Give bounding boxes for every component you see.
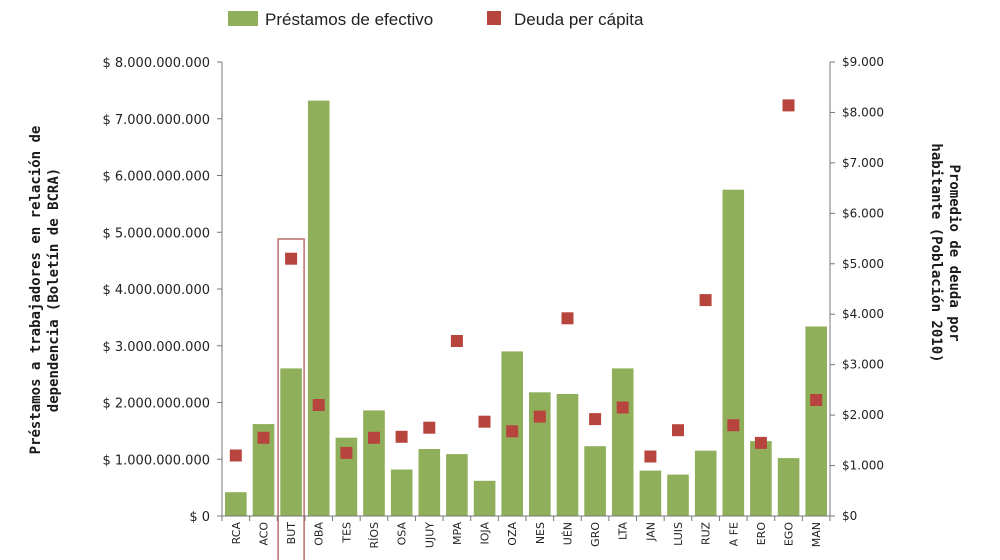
right-tick-label: $1.000 xyxy=(842,459,884,473)
category-label: BUT xyxy=(285,522,298,545)
right-tick-label: $9.000 xyxy=(842,55,884,69)
bar-osa xyxy=(390,469,413,516)
bar-man xyxy=(805,326,827,516)
marker-ujuy xyxy=(423,421,436,434)
marker-mpa xyxy=(450,335,463,347)
left-tick-label: $ 8.000.000.000 xyxy=(102,56,210,71)
legend: Préstamos de efectivo Deuda per cápita xyxy=(228,10,644,29)
right-tick-label: $3.000 xyxy=(842,358,884,372)
right-axis-title-line-1: Promedio de deuda por xyxy=(946,164,962,341)
category-label: UJUY xyxy=(423,522,436,548)
category-label: ERO xyxy=(755,522,768,546)
marker-luis xyxy=(672,424,684,437)
marker-osa xyxy=(395,430,408,443)
category-label: NES xyxy=(534,522,547,544)
bar-rca xyxy=(225,492,247,516)
marker-oba xyxy=(312,399,325,411)
category-label: RCA xyxy=(230,522,243,545)
bar-nes xyxy=(529,392,551,516)
left-tick-label: $ 5.000.000.000 xyxy=(102,226,210,241)
left-axis-title-line-2: dependencia (Boletín de BCRA) xyxy=(46,168,62,412)
marker-nes xyxy=(533,410,546,423)
bar-aco xyxy=(252,424,275,516)
left-tick-label: $ 0 xyxy=(189,510,210,525)
bar-ioja xyxy=(473,480,496,516)
right-tick-label: $2.000 xyxy=(842,408,884,422)
category-label: RUZ xyxy=(700,522,713,546)
bar-lta xyxy=(611,368,634,516)
marker-aco xyxy=(257,431,270,444)
left-axis-title-line-1: Préstamos a trabajadores en relación de xyxy=(28,126,44,455)
bar-gro xyxy=(584,446,606,516)
marker-but xyxy=(285,252,298,265)
right-tick-label: $8.000 xyxy=(842,105,884,119)
marker-lta xyxy=(616,401,629,414)
marker-man xyxy=(810,394,823,406)
category-label: OZA xyxy=(506,522,519,546)
marker-r-os xyxy=(368,431,380,444)
marker-oza xyxy=(506,425,519,438)
left-tick-label: $ 6.000.000.000 xyxy=(102,170,210,185)
marker-rca xyxy=(229,449,242,462)
category-label: RÍOS xyxy=(368,522,381,549)
left-tick-label: $ 1.000.000.000 xyxy=(102,453,210,468)
bar-a-fe xyxy=(722,189,745,516)
right-tick-label: $7.000 xyxy=(842,156,884,170)
bar-ujuy xyxy=(418,449,441,516)
marker-gro xyxy=(589,413,602,426)
bar-ero xyxy=(750,441,772,516)
marker-ero xyxy=(754,436,767,449)
right-axis-title: Promedio de deuda por habitante (Poblaci… xyxy=(928,143,962,362)
bar-luis xyxy=(667,474,689,516)
bar-jan xyxy=(639,470,662,516)
right-axis-title-line-2: habitante (Población 2010) xyxy=(928,143,944,362)
marker-ruz xyxy=(699,294,712,307)
bar-ruz xyxy=(694,450,717,516)
legend-swatch-prestamos xyxy=(228,11,258,26)
marker-u-n xyxy=(561,312,574,325)
bar-r-os xyxy=(363,410,385,516)
category-label: TES xyxy=(340,522,353,544)
right-tick-label: $4.000 xyxy=(842,307,884,321)
legend-label-deuda: Deuda per cápita xyxy=(514,10,644,29)
axes: $ 0 $ 1.000.000.000 $ 2.000.000.000 $ 3.000… xyxy=(102,55,884,549)
bar-mpa xyxy=(446,454,468,516)
bar-oba xyxy=(307,100,330,516)
left-axis-title: Préstamos a trabajadores en relación de … xyxy=(28,126,62,455)
right-tick-label: $0 xyxy=(842,509,857,523)
category-label: A FE xyxy=(727,522,740,546)
category-label: UÉN xyxy=(562,522,575,545)
category-label: JAN xyxy=(644,522,657,542)
marker-ego xyxy=(782,99,795,112)
category-label: OSA xyxy=(396,522,409,546)
category-label: MPA xyxy=(451,522,464,545)
plot-area xyxy=(225,99,827,560)
highlight-box xyxy=(277,238,305,560)
category-label: GRO xyxy=(589,522,602,547)
marker-a-fe xyxy=(727,419,740,432)
category-label: IOJA xyxy=(479,522,492,545)
category-label: EGO xyxy=(783,522,796,546)
left-tick-label: $ 3.000.000.000 xyxy=(102,340,210,355)
category-label: OBA xyxy=(313,522,326,546)
right-tick-label: $5.000 xyxy=(842,257,884,271)
legend-swatch-deuda xyxy=(487,11,501,25)
category-label: LUIS xyxy=(672,522,685,546)
category-label: ACO xyxy=(258,522,271,546)
left-tick-label: $ 4.000.000.000 xyxy=(102,283,210,298)
left-tick-label: $ 2.000.000.000 xyxy=(102,397,210,412)
category-label: MAN xyxy=(810,522,823,547)
legend-label-prestamos: Préstamos de efectivo xyxy=(265,10,433,29)
left-tick-label: $ 7.000.000.000 xyxy=(102,113,210,128)
bar-u-n xyxy=(556,394,579,516)
category-label: LTA xyxy=(617,522,630,540)
marker-ioja xyxy=(478,415,491,428)
bar-but xyxy=(280,368,302,516)
marker-jan xyxy=(644,450,657,463)
right-tick-label: $6.000 xyxy=(842,206,884,220)
marker-tes xyxy=(340,446,353,459)
bar-ego xyxy=(777,458,800,516)
